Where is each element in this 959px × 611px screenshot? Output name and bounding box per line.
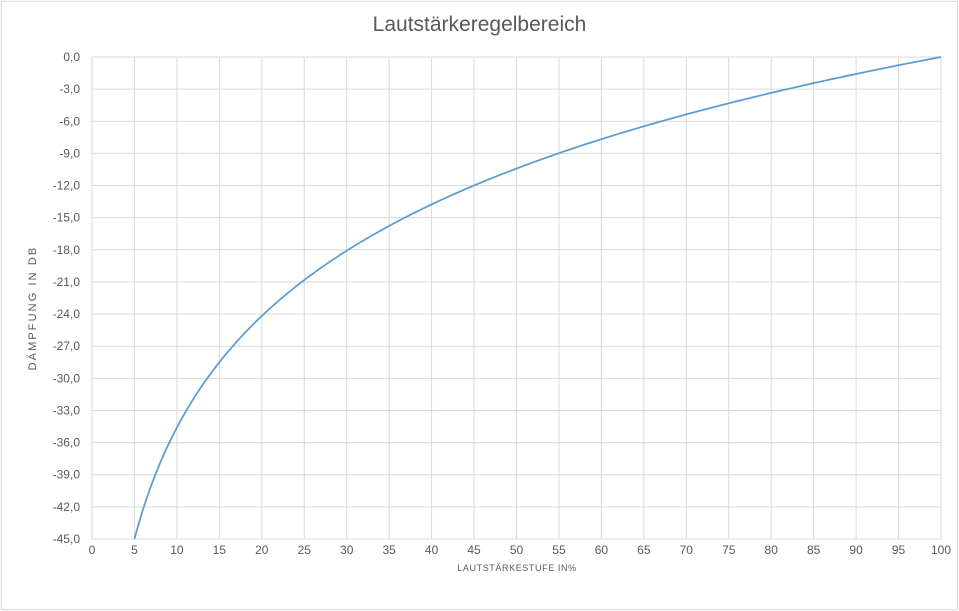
svg-text:-24,0: -24,0 bbox=[53, 307, 81, 321]
svg-text:-18,0: -18,0 bbox=[53, 243, 81, 257]
svg-text:15: 15 bbox=[213, 543, 227, 557]
svg-text:-9,0: -9,0 bbox=[59, 146, 80, 160]
svg-text:5: 5 bbox=[131, 543, 138, 557]
svg-text:20: 20 bbox=[255, 543, 269, 557]
svg-text:0: 0 bbox=[89, 543, 96, 557]
svg-text:30: 30 bbox=[340, 543, 354, 557]
svg-text:75: 75 bbox=[722, 543, 736, 557]
svg-text:35: 35 bbox=[382, 543, 396, 557]
svg-text:-36,0: -36,0 bbox=[53, 436, 81, 450]
svg-text:-33,0: -33,0 bbox=[53, 403, 81, 417]
svg-text:0,0: 0,0 bbox=[63, 50, 80, 64]
svg-text:55: 55 bbox=[552, 543, 566, 557]
svg-text:90: 90 bbox=[849, 543, 863, 557]
svg-text:-30,0: -30,0 bbox=[53, 371, 81, 385]
svg-text:-39,0: -39,0 bbox=[53, 468, 81, 482]
svg-text:10: 10 bbox=[170, 543, 184, 557]
svg-text:-3,0: -3,0 bbox=[59, 82, 80, 96]
svg-text:50: 50 bbox=[510, 543, 524, 557]
svg-text:-42,0: -42,0 bbox=[53, 500, 81, 514]
svg-text:40: 40 bbox=[425, 543, 439, 557]
svg-text:60: 60 bbox=[595, 543, 609, 557]
svg-text:25: 25 bbox=[298, 543, 312, 557]
svg-text:100: 100 bbox=[931, 543, 951, 557]
svg-text:-21,0: -21,0 bbox=[53, 275, 81, 289]
svg-text:-45,0: -45,0 bbox=[53, 532, 81, 546]
svg-text:-6,0: -6,0 bbox=[59, 114, 80, 128]
svg-text:95: 95 bbox=[892, 543, 906, 557]
svg-text:85: 85 bbox=[807, 543, 821, 557]
svg-text:-15,0: -15,0 bbox=[53, 211, 81, 225]
svg-text:70: 70 bbox=[680, 543, 694, 557]
svg-text:65: 65 bbox=[637, 543, 651, 557]
svg-text:45: 45 bbox=[467, 543, 481, 557]
svg-text:80: 80 bbox=[765, 543, 779, 557]
svg-text:-12,0: -12,0 bbox=[53, 179, 81, 193]
svg-text:-27,0: -27,0 bbox=[53, 339, 81, 353]
